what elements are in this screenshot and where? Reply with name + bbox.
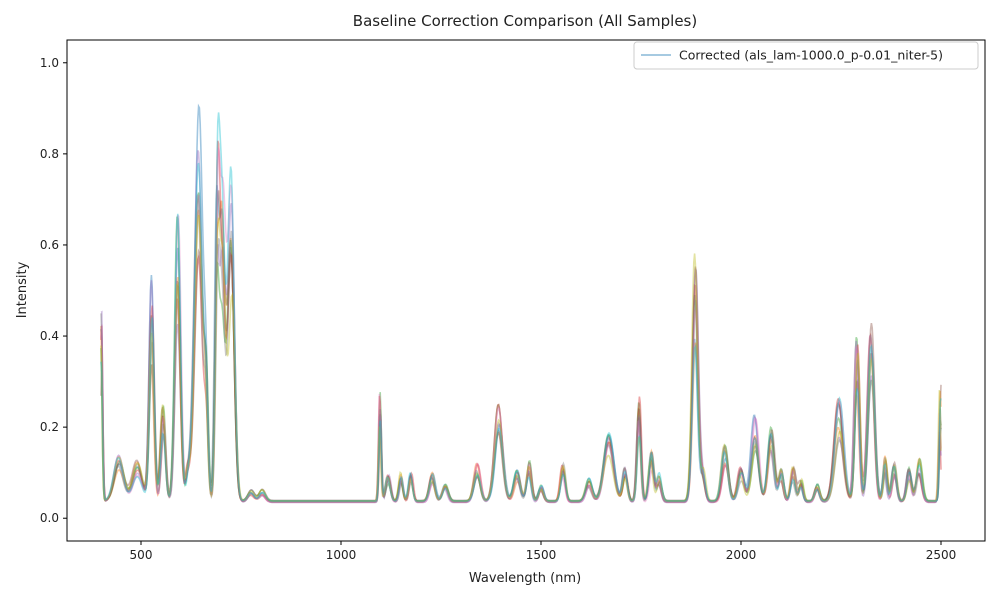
series-layer — [100, 103, 942, 504]
spectrum-line — [100, 150, 942, 504]
y-tick-label: 0.4 — [40, 329, 59, 343]
y-tick-label: 0.6 — [40, 238, 59, 252]
legend: Corrected (als_lam-1000.0_p-0.01_niter-5… — [633, 41, 979, 70]
y-tick-label: 0.8 — [40, 147, 59, 161]
spectrum-line — [100, 192, 942, 502]
x-tick-label: 1500 — [526, 548, 557, 562]
spectrum-line — [100, 103, 942, 502]
legend-entry-label: Corrected (als_lam-1000.0_p-0.01_niter-5… — [679, 48, 943, 63]
x-axis: 500 1000 1500 2000 2500 — [130, 541, 957, 562]
x-tick-label: 2000 — [726, 548, 757, 562]
plot-frame — [66, 39, 986, 542]
y-axis-label: Intensity — [15, 261, 30, 318]
chart-title: Baseline Correction Comparison (All Samp… — [353, 12, 697, 30]
spectrum-line — [100, 112, 942, 502]
spectrum-line — [100, 200, 942, 503]
spectrum-line — [100, 147, 942, 504]
y-axis: 0.0 0.2 0.4 0.6 0.8 1.0 — [40, 56, 67, 525]
spectrum-line — [100, 190, 942, 502]
y-tick-label: 0.2 — [40, 420, 59, 434]
legend-box — [633, 41, 979, 70]
spectrum-line — [100, 192, 942, 503]
x-tick-label: 500 — [130, 548, 153, 562]
x-tick-label: 2500 — [926, 548, 957, 562]
x-axis-label: Wavelength (nm) — [469, 571, 581, 586]
x-tick-label: 1000 — [326, 548, 357, 562]
y-tick-label: 1.0 — [40, 56, 59, 70]
spectrum-line — [100, 214, 942, 502]
y-tick-label: 0.0 — [40, 511, 59, 525]
spectrum-line — [100, 140, 942, 503]
